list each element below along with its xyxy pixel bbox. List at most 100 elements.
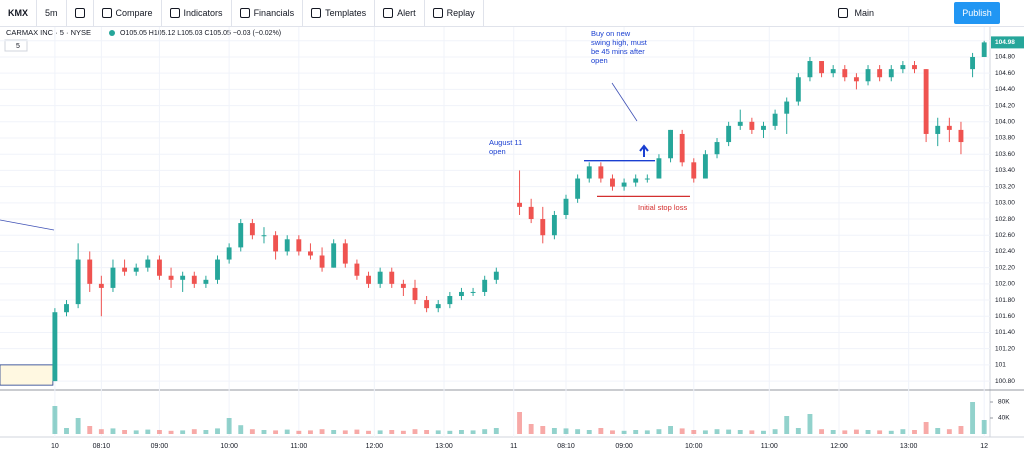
annotation-text: Initial stop loss (638, 203, 687, 212)
toolbar-button[interactable]: Compare (94, 0, 162, 26)
volume-bar (215, 428, 220, 434)
volume-bar (389, 430, 395, 434)
annotation-text: open (591, 56, 608, 65)
volume-bar (551, 428, 557, 434)
volume-bar (122, 430, 128, 434)
up-arrow (639, 144, 649, 157)
candle-body (400, 283, 406, 288)
candle-body (168, 275, 174, 280)
candle-body (412, 287, 418, 301)
volume-bar (528, 424, 534, 434)
premarket-box (0, 364, 54, 386)
volume-bar (110, 428, 116, 434)
x-tick-label: 11:00 (290, 443, 307, 450)
y-tick-label: 101.60 (995, 313, 1015, 320)
volume-bar (923, 422, 929, 434)
volume-bar (156, 430, 162, 434)
candle-body (784, 101, 790, 114)
y-tick-label: 102.40 (995, 248, 1015, 255)
volume-bar (400, 430, 406, 434)
candle-body (981, 42, 987, 57)
volume-bar (946, 429, 952, 434)
volume-bar (517, 412, 522, 434)
candle-body (853, 77, 859, 82)
candle-body (366, 275, 371, 284)
interval[interactable]: 5m (37, 0, 67, 26)
volume-bar (853, 429, 859, 434)
volume-bar (168, 430, 174, 434)
candle-body (528, 206, 534, 220)
candle-body (772, 113, 778, 126)
toolbar-button[interactable]: Replay (425, 0, 484, 26)
candle-body (52, 312, 58, 382)
candle-body (156, 259, 162, 276)
candle-body (273, 235, 279, 252)
candle-body (737, 121, 743, 126)
candle-body (459, 291, 464, 297)
volume-bar (459, 430, 464, 434)
toolbar-button[interactable]: Indicators (162, 0, 232, 26)
icon (101, 8, 112, 18)
icon (239, 8, 250, 18)
volume-bar (656, 429, 662, 434)
y-tick-label: 103.00 (995, 200, 1015, 207)
study-toggle[interactable] (4, 39, 28, 52)
candle-body (575, 178, 581, 199)
toolbar-button[interactable]: Alert (375, 0, 425, 26)
volume-bar (98, 429, 104, 434)
legend-title: CARMAX INC · 5 · NYSE (6, 28, 91, 37)
candle-body (935, 125, 941, 134)
volume-bar (633, 430, 639, 434)
candle-body (900, 65, 906, 70)
toolbar-button[interactable]: Financials (232, 0, 304, 26)
publish-button[interactable]: Publish (954, 2, 1000, 24)
icon (432, 8, 443, 18)
volume-bar (540, 426, 546, 434)
label: Templates (325, 8, 367, 18)
label: Compare (115, 8, 153, 18)
candle-body (958, 129, 964, 143)
volume-bar (261, 430, 267, 434)
x-tick-label: 12:00 (830, 443, 848, 450)
candle-body (354, 263, 360, 276)
status-dot (109, 30, 115, 36)
y-tick-label: 101 (995, 362, 1006, 369)
candle-body (261, 235, 267, 237)
candle-body (726, 125, 732, 143)
candle-body (970, 56, 976, 70)
annotation-text: Buy on new (591, 29, 631, 38)
volume-bar (435, 430, 441, 434)
volume-bar (784, 416, 790, 434)
pointer-arrow (611, 82, 638, 122)
candle-body (87, 259, 93, 284)
volume-bar (958, 426, 964, 434)
y-tick-label: 104.80 (995, 54, 1015, 61)
volume-bar (191, 429, 197, 434)
layout-select[interactable]: Main (838, 0, 874, 26)
volume-bar (470, 430, 476, 434)
candle-body (563, 198, 569, 215)
candle-body (249, 223, 255, 236)
volume-bar (447, 430, 453, 434)
x-tick-label: 12:00 (366, 443, 384, 450)
volume-bar (296, 430, 302, 434)
volume-bar (714, 429, 720, 434)
symbol[interactable]: KMX (0, 0, 37, 26)
y-tick-label: 101.20 (995, 345, 1015, 352)
toolbar-button[interactable]: Templates (303, 0, 376, 26)
annotation-text: open (489, 147, 506, 156)
volume-bar (888, 430, 894, 434)
last-price-tag (991, 36, 1024, 49)
study-count[interactable]: 5 (16, 43, 20, 50)
x-tick-label: 13:00 (900, 443, 918, 450)
x-tick-label: 12 (980, 443, 988, 450)
volume-bar (203, 430, 209, 434)
y-tick-label: 102.60 (995, 232, 1015, 239)
volume-bar (366, 430, 371, 434)
volume-bar (493, 428, 499, 434)
chart-style[interactable] (67, 0, 94, 26)
candle-body (122, 267, 128, 272)
candle-body (145, 259, 151, 268)
candle-body (389, 271, 395, 284)
